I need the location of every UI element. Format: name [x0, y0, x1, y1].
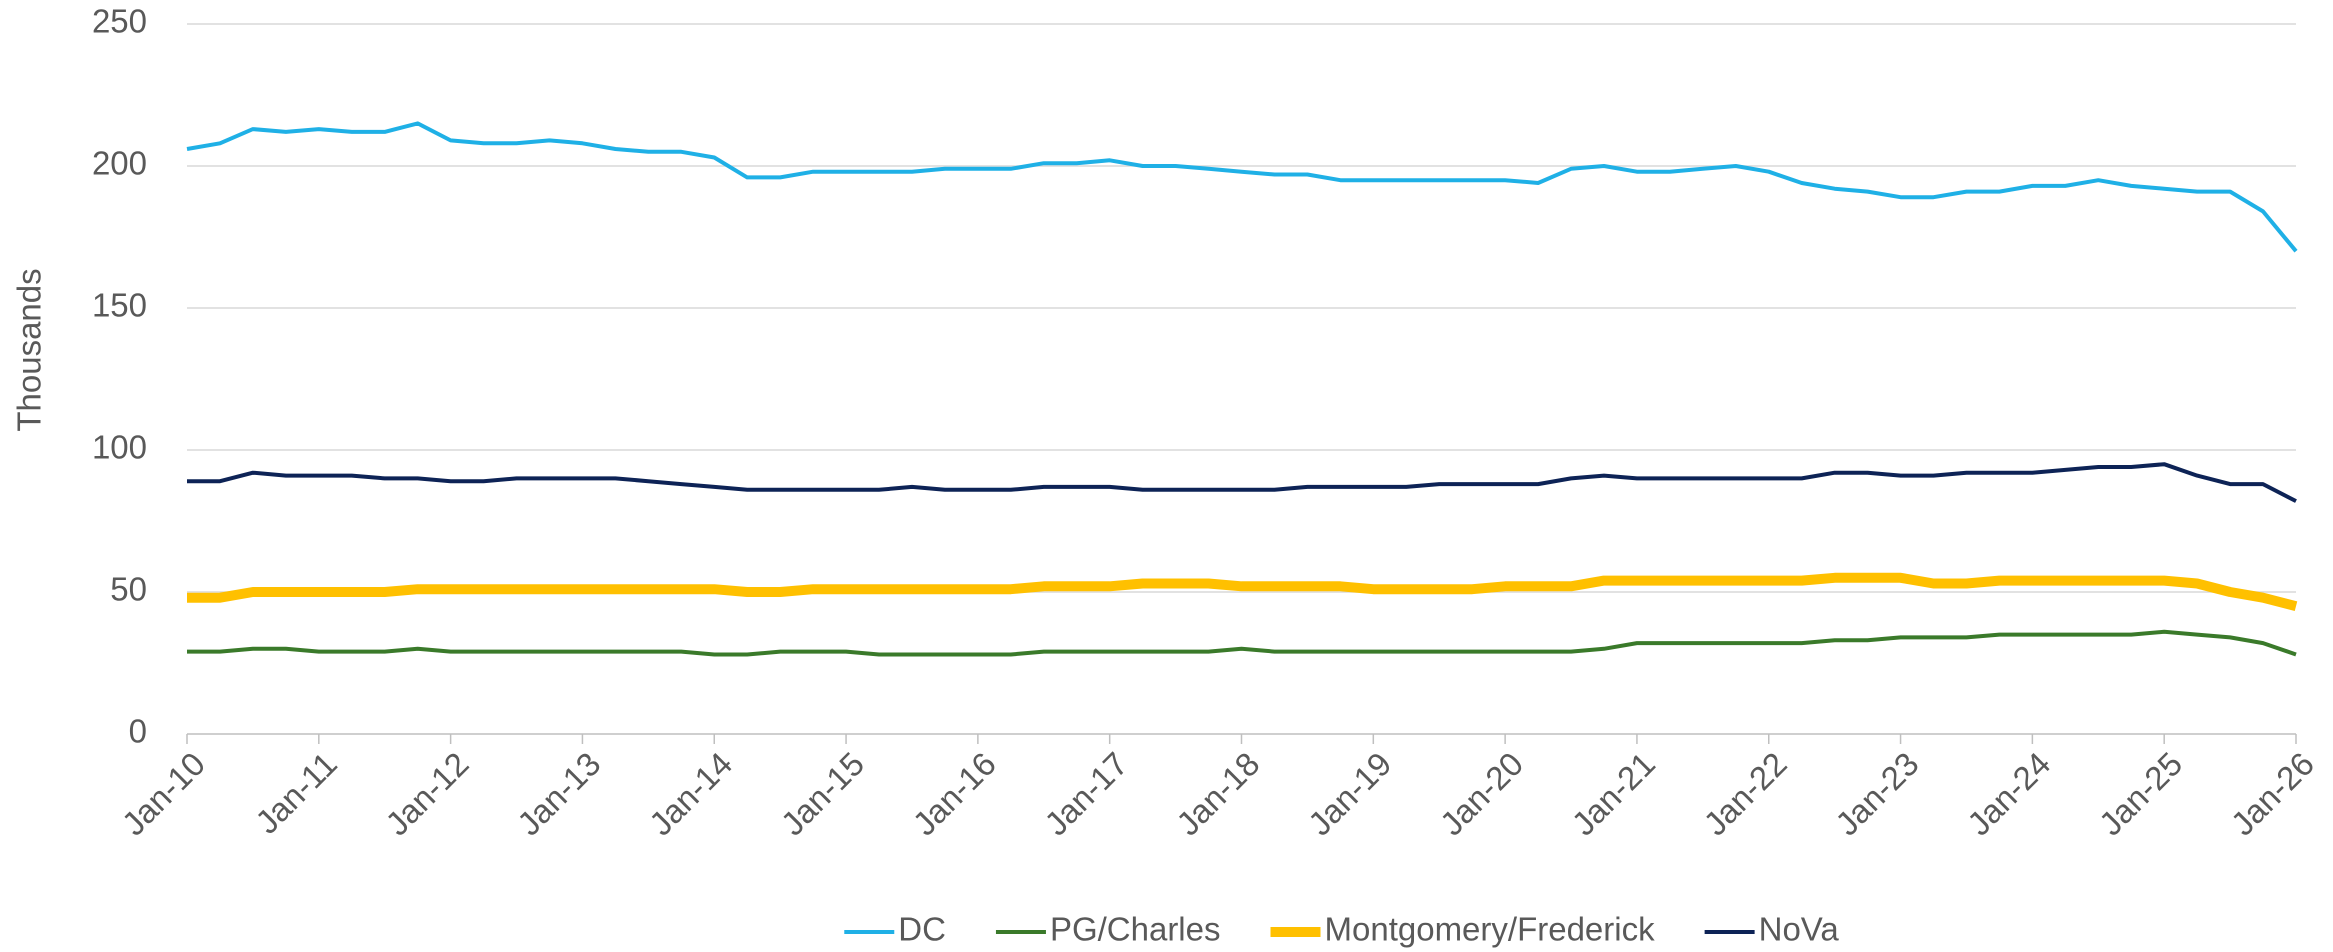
- y-tick-label: 50: [110, 571, 147, 608]
- x-tick-label: Jan-14: [642, 745, 740, 843]
- legend-label: Montgomery/Frederick: [1325, 911, 1656, 948]
- x-tick-label: Jan-20: [1433, 745, 1531, 843]
- y-tick-label: 0: [129, 713, 147, 750]
- x-tick-label: Jan-23: [1828, 745, 1926, 843]
- legend-label: DC: [898, 911, 946, 948]
- y-axis-title: Thousands: [11, 268, 48, 431]
- y-tick-label: 250: [92, 3, 147, 40]
- series-line: [186, 121, 2298, 253]
- y-tick-label: 200: [92, 145, 147, 182]
- x-tick-label: Jan-13: [510, 745, 608, 843]
- x-tick-label: Jan-19: [1301, 745, 1399, 843]
- x-tick-label: Jan-15: [774, 745, 872, 843]
- x-tick-label: Jan-18: [1169, 745, 1267, 843]
- series-line: [187, 572, 2298, 612]
- series-line: [187, 462, 2297, 503]
- x-tick-label: Jan-26: [2224, 745, 2322, 843]
- x-tick-label: Jan-10: [115, 745, 213, 843]
- x-tick-label: Jan-11: [248, 745, 344, 841]
- legend-label: NoVa: [1759, 911, 1840, 948]
- x-tick-label: Jan-24: [1960, 745, 2058, 843]
- legend-label: PG/Charles: [1050, 911, 1221, 948]
- x-tick-label: Jan-17: [1037, 745, 1135, 843]
- y-tick-label: 150: [92, 287, 147, 324]
- x-tick-label: Jan-16: [905, 745, 1003, 843]
- x-tick-label: Jan-21: [1565, 745, 1663, 843]
- series-line: [187, 629, 2297, 657]
- x-tick-label: Jan-22: [1696, 745, 1794, 843]
- y-tick-label: 100: [92, 429, 147, 466]
- x-tick-label: Jan-12: [378, 745, 476, 843]
- x-tick-label: Jan-25: [2092, 745, 2190, 843]
